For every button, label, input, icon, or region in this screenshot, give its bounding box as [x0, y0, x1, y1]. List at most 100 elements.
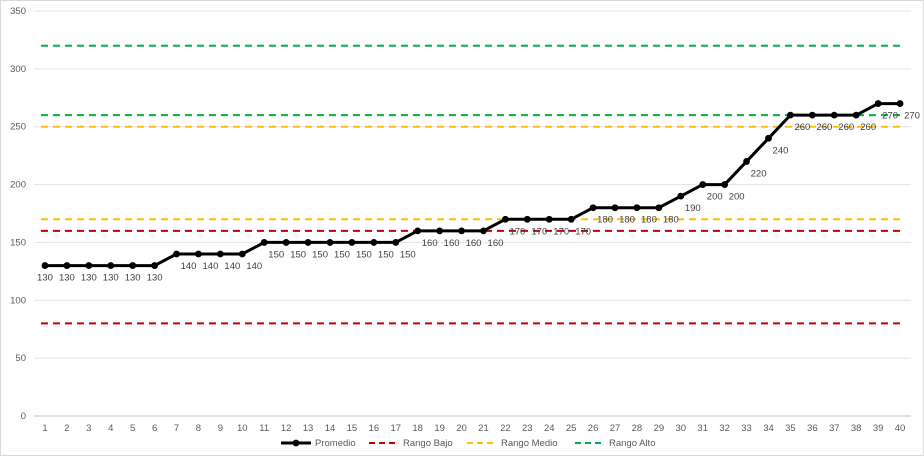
- x-tick-label: 2: [64, 423, 69, 434]
- data-point: [63, 262, 71, 269]
- data-label: 140: [203, 261, 219, 272]
- data-point: [677, 192, 685, 200]
- x-tick-label: 7: [174, 423, 179, 434]
- x-tick-label: 40: [895, 423, 906, 434]
- data-label: 170: [531, 226, 547, 237]
- data-label: 150: [334, 249, 350, 260]
- x-tick-label: 6: [152, 423, 157, 434]
- data-label: 160: [488, 238, 504, 249]
- data-label: 140: [224, 261, 240, 272]
- data-point: [545, 215, 553, 223]
- x-tick-label: 29: [654, 423, 665, 434]
- data-point: [414, 227, 422, 235]
- x-tick-label: 15: [347, 423, 358, 434]
- data-point: [567, 215, 575, 223]
- x-tick-label: 33: [741, 423, 752, 434]
- x-tick-label: 3: [86, 423, 91, 434]
- y-tick-label: 200: [10, 180, 26, 191]
- data-label: 150: [356, 249, 372, 260]
- x-axis: 1 2 3 4 5 6 7 8 9 10 11 12 13 14 15 16 17 18 19 20 21 22 23 24 2…: [42, 423, 905, 434]
- data-point: [699, 181, 707, 188]
- x-tick-label: 16: [369, 423, 380, 434]
- data-label: 240: [773, 145, 789, 156]
- data-point: [743, 158, 750, 165]
- data-label: 160: [444, 238, 460, 249]
- data-point: [765, 134, 772, 142]
- x-tick-label: 31: [697, 423, 708, 434]
- data-label: 140: [181, 261, 197, 272]
- data-point: [195, 250, 202, 258]
- legend-label: Rango Bajo: [403, 438, 453, 449]
- x-tick-label: 27: [610, 423, 621, 434]
- data-point: [216, 250, 224, 258]
- y-tick-label: 0: [21, 411, 26, 422]
- x-tick-label: 1: [42, 423, 47, 434]
- data-point: [129, 262, 137, 269]
- x-tick-label: 11: [259, 423, 269, 434]
- y-tick-label: 350: [10, 6, 26, 17]
- x-tick-label: 37: [829, 423, 840, 434]
- data-point: [304, 239, 312, 246]
- data-label: 180: [663, 215, 679, 226]
- x-tick-label: 5: [130, 423, 135, 434]
- x-tick-label: 28: [632, 423, 643, 434]
- data-label: 150: [378, 249, 394, 260]
- data-label: 260: [838, 122, 854, 133]
- x-tick-label: 38: [851, 423, 862, 434]
- data-point: [436, 227, 444, 235]
- x-tick-label: 4: [108, 423, 113, 434]
- x-tick-label: 12: [281, 423, 292, 434]
- series-line-promedio: [44, 102, 901, 268]
- x-tick-label: 9: [218, 423, 223, 434]
- legend-label: Rango Alto: [609, 438, 655, 449]
- data-label: 150: [290, 249, 306, 260]
- x-tick-label: 13: [303, 423, 314, 434]
- x-tick-label: 30: [675, 423, 686, 434]
- data-point: [151, 262, 158, 269]
- legend-label: Promedio: [315, 438, 356, 449]
- y-tick-label: 150: [10, 237, 26, 248]
- y-axis: 0 50 100 150 200 250 300 350: [10, 6, 26, 422]
- legend-label: Rango Medio: [501, 438, 558, 449]
- data-point: [501, 215, 509, 223]
- data-label: 160: [422, 238, 438, 249]
- data-label: 150: [400, 249, 416, 260]
- x-tick-label: 19: [434, 423, 445, 434]
- x-tick-label: 14: [325, 423, 336, 434]
- data-point: [260, 239, 268, 246]
- data-label: 200: [729, 192, 745, 203]
- x-tick-label: 25: [566, 423, 577, 434]
- x-tick-label: 32: [719, 423, 730, 434]
- legend-item-rango-bajo: Rango Bajo: [369, 438, 453, 449]
- data-label: 150: [312, 249, 328, 260]
- data-label: 130: [103, 273, 119, 284]
- y-tick-label: 50: [15, 353, 26, 364]
- legend-item-rango-alto: Rango Alto: [575, 438, 655, 449]
- x-tick-label: 18: [412, 423, 423, 434]
- data-point: [611, 204, 619, 212]
- legend: Promedio Rango Bajo Rango Medio Rango Alto: [281, 438, 655, 449]
- x-tick-label: 10: [237, 423, 248, 434]
- data-point: [874, 100, 882, 107]
- data-label: 130: [147, 273, 163, 284]
- x-tick-label: 39: [873, 423, 884, 434]
- data-label: 160: [466, 238, 482, 249]
- data-point: [107, 262, 115, 269]
- data-label: 130: [81, 273, 97, 284]
- data-point: [173, 250, 180, 258]
- data-label: 170: [575, 226, 591, 237]
- data-point: [633, 204, 641, 212]
- data-label: 200: [707, 192, 723, 203]
- x-tick-label: 26: [588, 423, 599, 434]
- data-point: [326, 239, 334, 246]
- data-label: 260: [860, 122, 876, 133]
- data-point: [480, 227, 487, 235]
- data-point: [896, 100, 904, 107]
- data-label: 170: [509, 226, 525, 237]
- data-label: 220: [751, 168, 767, 179]
- data-point: [787, 111, 794, 119]
- data-point: [808, 111, 816, 119]
- y-tick-label: 100: [10, 295, 26, 306]
- data-label: 170: [553, 226, 569, 237]
